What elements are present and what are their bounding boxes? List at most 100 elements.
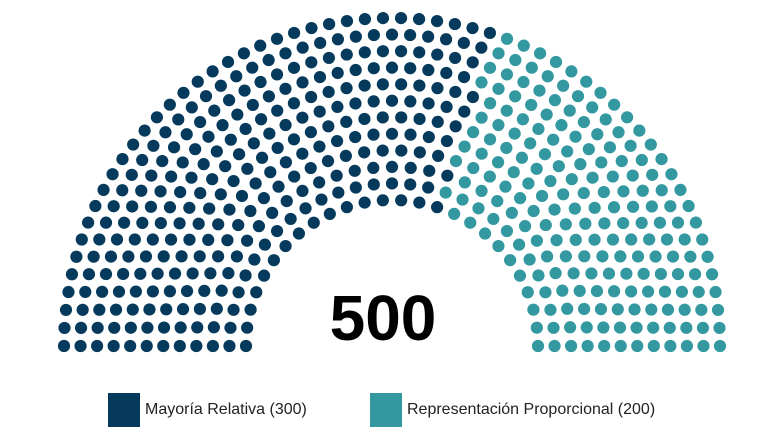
seat-mayoria-relativa: [177, 86, 190, 99]
seat-mayoria-relativa: [106, 168, 119, 181]
legend-item-representacion-proporcional: Representación Proporcional (200): [370, 393, 655, 427]
seat-mayoria-relativa: [122, 250, 135, 263]
seat-representacion-proporcional: [548, 94, 562, 107]
seat-mayoria-relativa: [340, 115, 353, 128]
seat-mayoria-relativa: [168, 267, 182, 280]
seat-representacion-proporcional: [664, 339, 677, 353]
seat-mayoria-relativa: [186, 267, 199, 280]
seat-representacion-proporcional: [692, 285, 705, 299]
seat-representacion-proporcional: [563, 104, 576, 117]
seat-mayoria-relativa: [189, 143, 202, 156]
seat-representacion-proporcional: [472, 202, 485, 215]
seat-mayoria-relativa: [82, 216, 95, 229]
seat-mayoria-relativa: [358, 146, 371, 159]
seat-representacion-proporcional: [688, 268, 702, 281]
seat-representacion-proporcional: [500, 141, 513, 155]
seat-mayoria-relativa: [151, 267, 164, 280]
seat-representacion-proporcional: [541, 250, 554, 263]
seat-mayoria-relativa: [330, 134, 344, 148]
seat-mayoria-relativa: [457, 36, 470, 50]
seat-mayoria-relativa: [431, 48, 444, 61]
seat-representacion-proporcional: [565, 173, 578, 186]
seat-mayoria-relativa: [475, 41, 488, 54]
seat-representacion-proporcional: [527, 204, 540, 218]
seat-mayoria-relativa: [288, 170, 301, 183]
seat-mayoria-relativa: [296, 147, 309, 160]
seat-representacion-proporcional: [467, 161, 480, 175]
seat-representacion-proporcional: [614, 250, 627, 263]
seat-representacion-proporcional: [695, 303, 708, 316]
seat-representacion-proporcional: [513, 269, 527, 282]
seat-representacion-proporcional: [653, 216, 667, 229]
seat-mayoria-relativa: [255, 151, 269, 164]
seat-mayoria-relativa: [271, 104, 284, 117]
seat-mayoria-relativa: [339, 149, 352, 162]
seat-representacion-proporcional: [654, 267, 667, 281]
seat-mayoria-relativa: [483, 26, 497, 40]
seat-mayoria-relativa: [199, 90, 213, 103]
seat-mayoria-relativa: [331, 33, 345, 46]
seat-mayoria-relativa: [385, 127, 399, 140]
seat-mayoria-relativa: [296, 41, 309, 54]
seat-mayoria-relativa: [237, 47, 250, 60]
seat-representacion-proporcional: [475, 184, 488, 197]
seat-mayoria-relativa: [128, 233, 141, 246]
seat-representacion-proporcional: [620, 267, 633, 280]
seat-mayoria-relativa: [279, 82, 292, 95]
seat-mayoria-relativa: [221, 234, 234, 247]
seat-mayoria-relativa: [266, 206, 279, 220]
seat-mayoria-relativa: [422, 63, 435, 77]
seat-mayoria-relativa: [340, 15, 354, 28]
seat-mayoria-relativa: [404, 28, 417, 42]
seat-mayoria-relativa: [330, 169, 343, 182]
seat-representacion-proporcional: [635, 153, 648, 167]
seat-representacion-proporcional: [591, 128, 604, 141]
seat-mayoria-relativa: [376, 45, 390, 58]
seat-representacion-proporcional: [500, 32, 514, 45]
seat-representacion-proporcional: [464, 216, 477, 229]
legend-label-representacion-proporcional: Representación Proporcional (200): [407, 401, 656, 418]
seat-mayoria-relativa: [272, 180, 285, 193]
seat-mayoria-relativa: [87, 250, 100, 263]
seat-representacion-proporcional: [530, 234, 543, 247]
seat-mayoria-relativa: [185, 171, 198, 184]
seat-representacion-proporcional: [515, 151, 529, 164]
seat-representacion-proporcional: [664, 200, 677, 213]
seat-mayoria-relativa: [147, 139, 160, 152]
seat-mayoria-relativa: [296, 111, 309, 124]
seat-mayoria-relativa: [110, 233, 124, 246]
seat-representacion-proporcional: [505, 206, 518, 220]
seat-mayoria-relativa: [254, 39, 267, 52]
seat-mayoria-relativa: [74, 321, 88, 334]
seat-mayoria-relativa: [207, 321, 220, 334]
seat-mayoria-relativa: [190, 339, 203, 353]
seat-representacion-proporcional: [606, 170, 619, 183]
seat-mayoria-relativa: [215, 284, 228, 297]
seat-mayoria-relativa: [165, 170, 178, 183]
seat-mayoria-relativa: [249, 177, 262, 190]
seat-mayoria-relativa: [413, 79, 426, 92]
seat-representacion-proporcional: [606, 233, 620, 246]
seat-representacion-proporcional: [548, 339, 561, 353]
seat-representacion-proporcional: [539, 218, 552, 232]
seat-mayoria-relativa: [227, 303, 240, 316]
seat-mayoria-relativa: [126, 200, 139, 213]
seat-mayoria-relativa: [74, 339, 87, 353]
seat-mayoria-relativa: [440, 100, 453, 113]
seat-mayoria-relativa: [358, 13, 372, 26]
seat-representacion-proporcional: [567, 267, 580, 280]
seat-mayoria-relativa: [349, 181, 362, 194]
seat-mayoria-relativa: [241, 162, 254, 175]
seat-mayoria-relativa: [466, 21, 479, 35]
seat-mayoria-relativa: [136, 153, 149, 167]
seat-mayoria-relativa: [91, 321, 104, 334]
seat-mayoria-relativa: [180, 128, 193, 141]
seat-mayoria-relativa: [224, 321, 237, 334]
seat-representacion-proporcional: [483, 170, 496, 183]
seat-representacion-proporcional: [541, 70, 554, 83]
seat-mayoria-relativa: [109, 303, 123, 316]
seat-mayoria-relativa: [180, 284, 194, 298]
seat-representacion-proporcional: [475, 147, 488, 160]
seat-mayoria-relativa: [457, 71, 471, 84]
seat-representacion-proporcional: [577, 115, 590, 129]
